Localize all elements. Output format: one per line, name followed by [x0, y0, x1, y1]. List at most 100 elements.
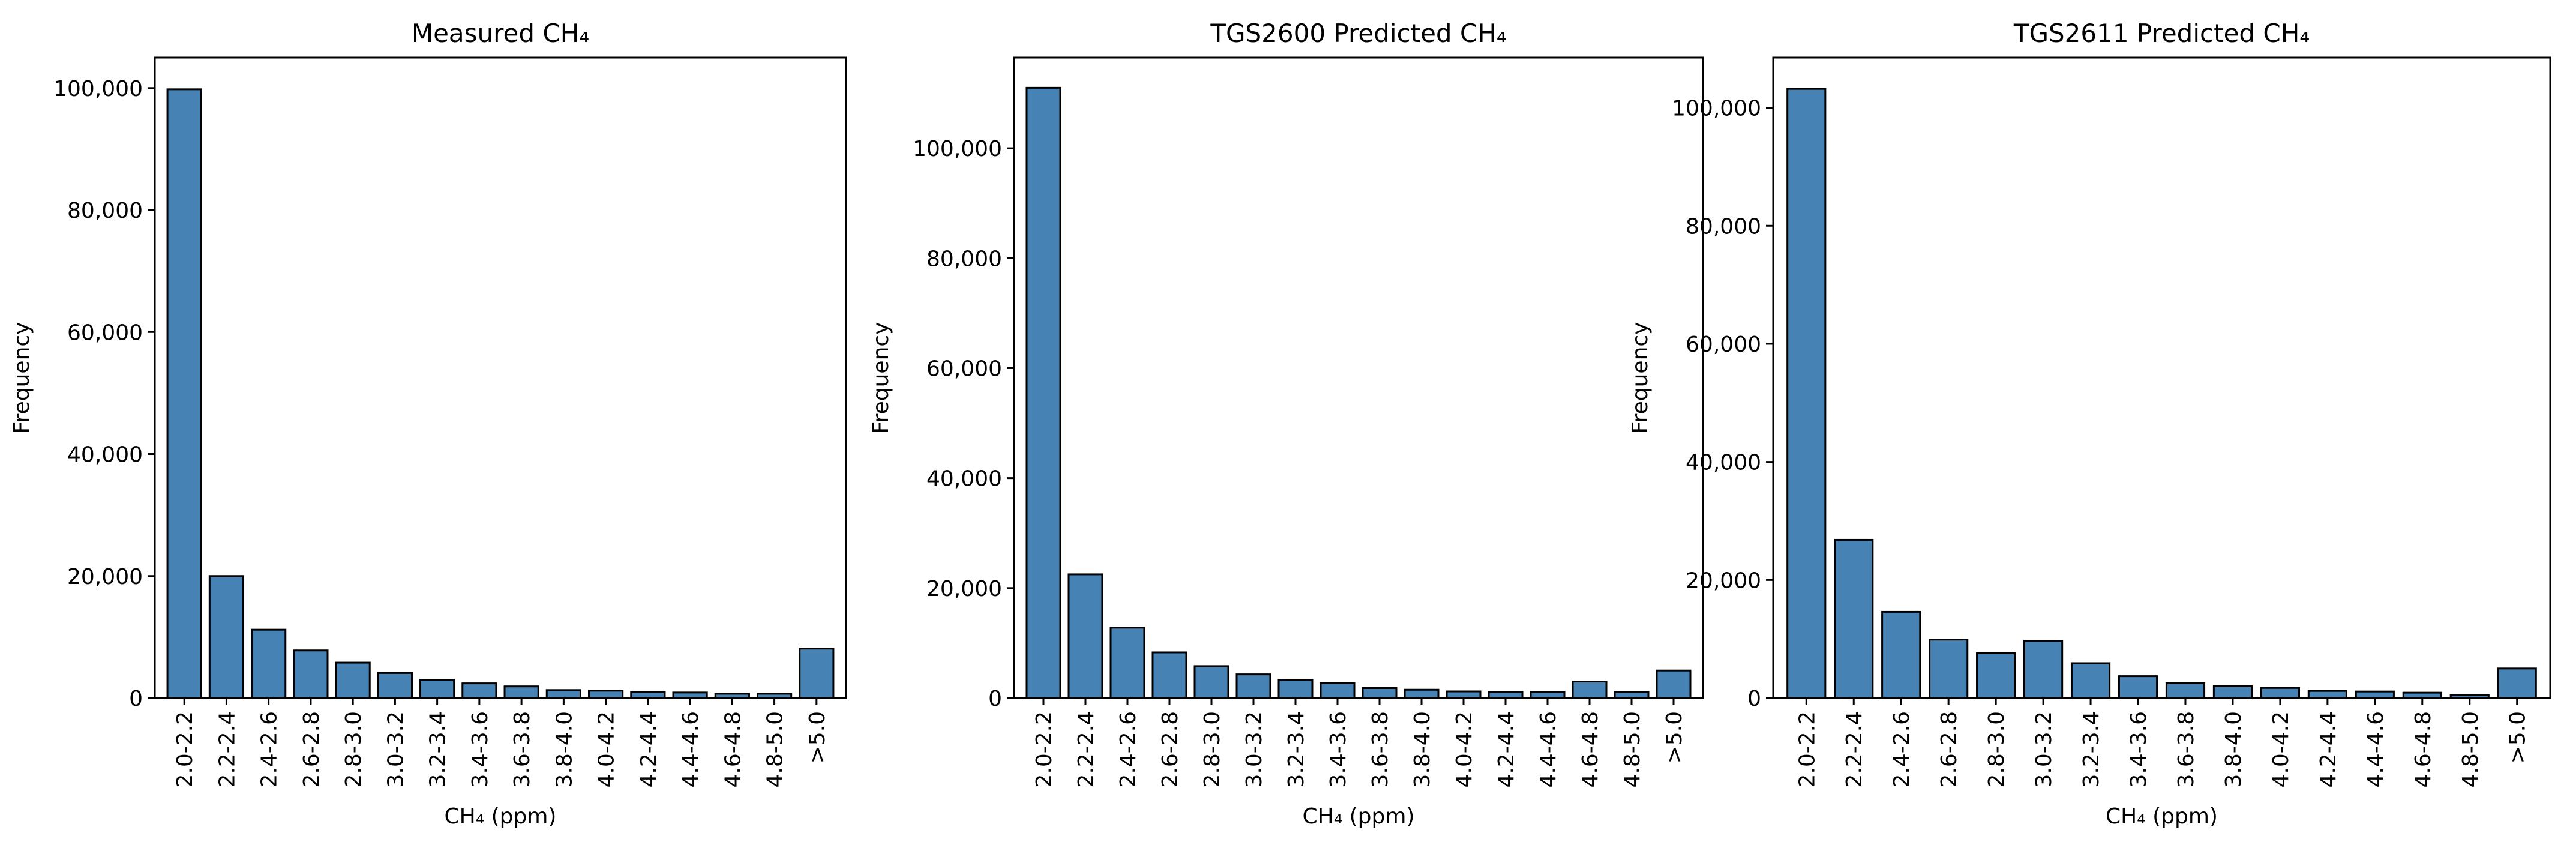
x-tick-label: 2.4-2.6 [1890, 711, 1914, 788]
x-tick-label: 4.2-4.4 [637, 711, 661, 788]
x-tick-label: 2.8-3.0 [1984, 711, 2009, 788]
x-tick-label: >5.0 [805, 711, 830, 763]
x-tick-label: 2.2-2.4 [1074, 711, 1099, 788]
bar-1-12 [630, 691, 666, 699]
x-tick-label: 2.4-2.6 [257, 711, 282, 788]
x-tick-label: 4.8-5.0 [1620, 711, 1645, 788]
bar-2-9 [1362, 687, 1398, 699]
x-tick-label: 2.6-2.8 [1937, 711, 1962, 788]
x-tick-label: 3.6-3.8 [2174, 711, 2199, 788]
y-tick-label: 0 [129, 687, 143, 711]
y-tick-label: 40,000 [67, 443, 143, 468]
y-tick-label: 20,000 [1686, 568, 1761, 593]
bar-1-5 [335, 661, 371, 699]
x-tick-label: 4.2-4.4 [2316, 711, 2341, 788]
bar-2-12 [1488, 691, 1524, 699]
x-tick-label: 4.2-4.4 [1494, 711, 1519, 788]
bar-2-8 [1320, 682, 1356, 699]
bar-2-2 [1067, 573, 1103, 699]
x-tick-label: 4.4-4.6 [2364, 711, 2388, 788]
x-tick-label: 3.8-4.0 [2221, 711, 2246, 788]
x-tick-label: 4.0-4.2 [1452, 711, 1477, 788]
bar-1-9 [503, 685, 539, 699]
bar-1-1 [166, 88, 202, 699]
x-tick-label: 4.6-4.8 [2411, 711, 2436, 788]
x-tick-label: 3.2-3.4 [2079, 711, 2104, 788]
bar-3-1 [1786, 88, 1827, 699]
y-tick-label: 0 [988, 687, 1002, 711]
y-tick-label: 100,000 [53, 77, 143, 101]
y-tick-label: 80,000 [926, 247, 1002, 271]
y-tick-label: 0 [1747, 687, 1761, 711]
x-tick-label: 3.2-3.4 [1284, 711, 1309, 788]
bar-1-11 [588, 690, 624, 699]
x-tick-label: 3.4-3.6 [1326, 711, 1351, 788]
bar-3-10 [2212, 685, 2253, 699]
x-tick-label: 3.6-3.8 [510, 711, 535, 788]
x-tick-label: 2.6-2.8 [299, 711, 324, 788]
x-tick-label: 2.8-3.0 [1200, 711, 1225, 788]
x-tick-label: 4.8-5.0 [763, 711, 788, 788]
x-tick-label: 2.0-2.2 [1032, 711, 1057, 788]
x-tick-label: 2.0-2.2 [173, 711, 197, 788]
x-tick-label: 3.4-3.6 [468, 711, 493, 788]
x-tick-label: >5.0 [2506, 711, 2530, 763]
plot-frame [1772, 56, 2551, 699]
y-axis-label: Frequency [869, 322, 893, 434]
bar-2-14 [1572, 681, 1608, 699]
x-tick-label: 3.0-3.2 [1242, 711, 1267, 788]
x-axis-label: CH₄ (ppm) [1303, 804, 1415, 829]
bar-3-11 [2260, 687, 2300, 699]
y-tick-label: 100,000 [913, 137, 1002, 161]
bar-1-4 [293, 649, 329, 699]
bar-1-2 [208, 575, 245, 699]
y-tick-label: 60,000 [1686, 332, 1761, 357]
x-tick-label: 2.2-2.4 [215, 711, 239, 788]
x-tick-label: 2.8-3.0 [341, 711, 366, 788]
y-tick-label: 20,000 [67, 565, 143, 589]
x-tick-label: 3.4-3.6 [2127, 711, 2151, 788]
bar-2-4 [1151, 651, 1187, 699]
x-tick-label: 4.6-4.8 [721, 711, 745, 788]
bar-3-8 [2118, 675, 2158, 699]
bar-2-15 [1614, 691, 1650, 699]
bar-3-6 [2023, 640, 2064, 699]
x-axis-label: CH₄ (ppm) [445, 804, 557, 829]
chart-panel-1: 2.0-2.2 2.2-2.4 2.4-2.6 2.6-2.8 2.8-3.0 3.0-3… [10, 19, 847, 829]
bar-1-3 [251, 628, 287, 699]
x-tick-label: 3.2-3.4 [426, 711, 451, 788]
bar-1-8 [461, 682, 497, 699]
bar-3-2 [1834, 538, 1874, 699]
bar-2-7 [1277, 679, 1314, 699]
bar-3-5 [1976, 652, 2016, 699]
y-tick-label: 20,000 [926, 577, 1002, 601]
x-tick-label: 4.4-4.6 [679, 711, 703, 788]
bar-2-13 [1530, 691, 1566, 699]
bar-3-12 [2307, 690, 2347, 699]
y-tick-label: 80,000 [67, 199, 143, 223]
y-tick-label: 40,000 [1686, 451, 1761, 475]
y-axis-label: Frequency [10, 322, 34, 434]
chart-panel-3: 2.0-2.2 2.2-2.4 2.4-2.6 2.6-2.8 2.8-3.0 3.0-3… [1628, 19, 2551, 829]
x-axis-label: CH₄ (ppm) [2106, 804, 2218, 829]
bar-1-10 [545, 689, 581, 699]
x-tick-label: 3.8-4.0 [552, 711, 577, 788]
chart-title: TGS2611 Predicted CH₄ [2013, 19, 2310, 48]
chart-title: TGS2600 Predicted CH₄ [1210, 19, 1506, 48]
x-tick-label: 3.8-4.0 [1410, 711, 1435, 788]
x-tick-label: 2.0-2.2 [1795, 711, 1819, 788]
bar-2-10 [1404, 688, 1440, 699]
bar-1-6 [377, 672, 413, 699]
bar-3-3 [1881, 610, 1921, 699]
plot-frame [154, 56, 847, 699]
chart-panel-2: 2.0-2.2 2.2-2.4 2.4-2.6 2.6-2.8 2.8-3.0 3.0-3… [869, 19, 1704, 829]
x-tick-label: >5.0 [1662, 711, 1687, 763]
x-tick-label: 2.6-2.8 [1158, 711, 1183, 788]
bar-2-1 [1025, 86, 1061, 699]
y-tick-label: 80,000 [1686, 214, 1761, 239]
x-tick-label: 4.8-5.0 [2458, 711, 2483, 788]
y-axis-label: Frequency [1628, 322, 1653, 434]
x-tick-label: 3.6-3.8 [1368, 711, 1393, 788]
x-tick-label: 3.0-3.2 [383, 711, 408, 788]
